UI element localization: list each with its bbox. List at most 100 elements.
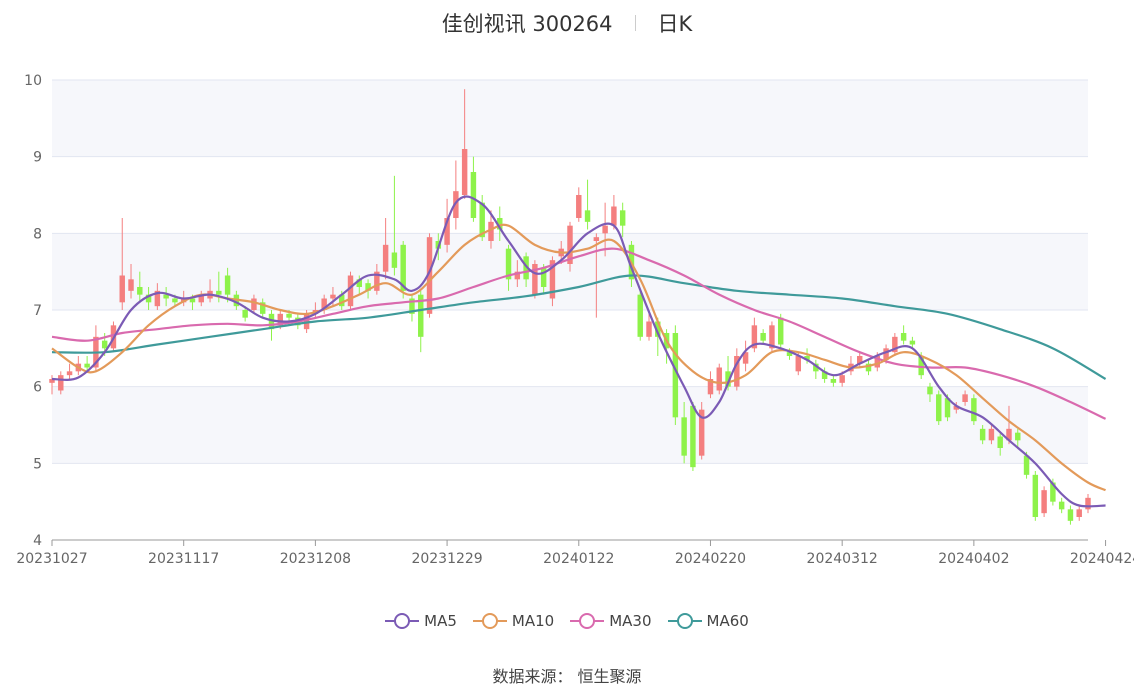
candle-body (532, 264, 538, 295)
legend-ring (676, 613, 693, 629)
candle-body (611, 206, 617, 226)
legend-swatch (667, 613, 702, 629)
candle-body (900, 333, 907, 341)
candle-body (918, 356, 924, 376)
candle-body (593, 237, 600, 241)
candle-body (523, 256, 529, 280)
legend-label: MA60 (706, 612, 749, 630)
candle-body (760, 333, 766, 341)
grid-band (52, 156, 1088, 234)
candle-body (1015, 432, 1021, 441)
candle-body (321, 298, 327, 310)
candle-body (821, 371, 828, 379)
candle-body (637, 294, 643, 337)
candle-body (619, 210, 626, 226)
candle-body (734, 356, 740, 387)
line-ma60 (51, 274, 1107, 380)
candle-body (137, 287, 143, 295)
candle-body (804, 356, 810, 360)
candle-body (154, 290, 161, 307)
legend-item-ma10[interactable]: MA10 (472, 612, 554, 630)
candle-body (172, 298, 178, 303)
candle-body (418, 294, 424, 337)
candle-body (216, 290, 222, 295)
y-tick-label: 6 (33, 380, 42, 396)
candle-body (540, 267, 547, 287)
legend-label: MA30 (609, 612, 652, 630)
legend-item-ma30[interactable]: MA30 (570, 612, 652, 630)
grid-band (52, 80, 1088, 157)
candle-body (690, 405, 696, 468)
candle-body (1050, 482, 1056, 502)
chart-title-bar: 佳创视讯 300264 日K (0, 6, 1134, 40)
candle-body (163, 294, 169, 299)
candle-body (672, 333, 679, 418)
candle-body (883, 348, 889, 360)
chart-title: 佳创视讯 300264 (441, 12, 613, 36)
period-label[interactable]: 日K (657, 12, 693, 36)
candle-body (488, 221, 494, 241)
candle-body (865, 363, 872, 372)
data-source-note: 数据来源： 恒生聚源 (492, 667, 642, 686)
candle-body (251, 298, 257, 310)
candle-body (49, 379, 55, 383)
candle-body (584, 210, 591, 222)
candle-body (936, 394, 942, 422)
candle-body (716, 367, 722, 391)
candle-body (514, 271, 521, 280)
candle-body (567, 225, 573, 264)
candle-body (576, 195, 582, 218)
candle-body (646, 321, 652, 337)
legend-swatch (385, 613, 420, 629)
candle-body (795, 356, 801, 372)
grid-band (52, 386, 1088, 464)
legend-swatch (472, 613, 507, 629)
y-tick-label: 7 (33, 303, 42, 319)
candle-body (444, 218, 450, 245)
candle-body (101, 340, 108, 349)
y-tick-label: 10 (24, 73, 42, 89)
candle-body (777, 317, 784, 345)
candle-body (927, 386, 933, 395)
candle-body (409, 298, 415, 314)
x-tick-label: 20231027 (16, 551, 87, 567)
candle-body (374, 271, 380, 291)
legend-item-ma60[interactable]: MA60 (667, 612, 749, 630)
candle-body (839, 375, 845, 383)
candle-body (830, 379, 837, 383)
candle-body (944, 398, 951, 418)
candle-body (259, 302, 266, 314)
candle-body (786, 352, 793, 356)
x-tick-label: 20231229 (411, 551, 482, 567)
legend-swatch (570, 613, 605, 629)
x-tick-label: 20240424 (1070, 551, 1134, 567)
legend-label: MA5 (424, 612, 457, 630)
candle-body (874, 356, 881, 368)
candle-body (979, 428, 986, 441)
x-tick-label: 20240402 (938, 551, 1009, 567)
candle-body (479, 202, 485, 238)
candle-body (813, 363, 819, 372)
candle-body (382, 244, 389, 272)
candlestick-chart: 4 5 6 7 8 9 10 20231027 20231117 20231208 20231229… (16, 73, 1134, 567)
candle-body (286, 313, 292, 318)
candle-body (655, 321, 661, 337)
legend-item-ma5[interactable]: MA5 (385, 612, 457, 630)
line-ma30 (51, 247, 1107, 420)
candle-body (66, 371, 73, 376)
candle-body (1023, 455, 1030, 475)
candle-body (725, 371, 731, 387)
candle-body (189, 298, 196, 303)
candle-body (470, 172, 477, 218)
candle-body (1058, 501, 1065, 510)
candle-body (602, 225, 608, 234)
candle-body (971, 398, 977, 422)
candle-body (365, 283, 371, 291)
title-separator (634, 15, 636, 31)
candle-body (1067, 509, 1074, 521)
x-tick-label: 20240220 (675, 551, 746, 567)
candle-body (224, 275, 231, 295)
candle-body (681, 417, 687, 456)
y-tick-label: 5 (33, 456, 42, 472)
x-tick-label: 20240312 (807, 551, 878, 567)
